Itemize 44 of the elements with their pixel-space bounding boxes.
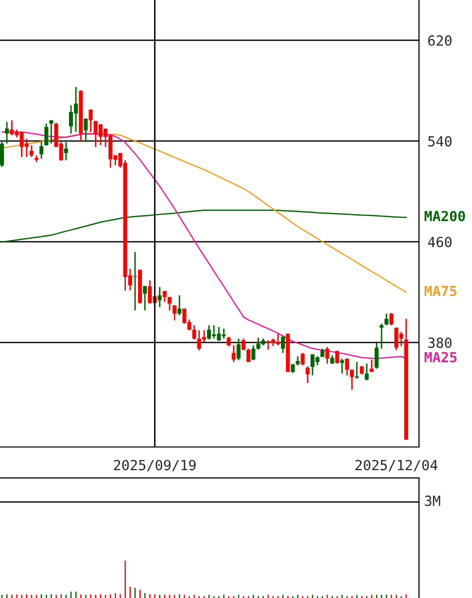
candlestick <box>172 304 176 322</box>
x-tick-label: 2025/09/19 <box>114 460 196 472</box>
series-label: MA25 <box>424 352 457 362</box>
candlestick <box>370 358 374 373</box>
candlestick <box>389 312 394 326</box>
candlestick <box>168 296 172 312</box>
candlestick <box>226 336 231 347</box>
line-series <box>1 210 407 243</box>
series-label: MA200 <box>424 210 465 222</box>
candlestick <box>350 368 354 390</box>
candlestick <box>236 338 241 361</box>
y-tick-label: 460 <box>428 236 452 248</box>
y-tick-label: 620 <box>428 35 452 46</box>
candlestick <box>374 342 379 370</box>
candlestick <box>325 346 330 364</box>
candlestick <box>280 334 285 354</box>
candlestick <box>142 285 147 312</box>
candlestick <box>306 366 310 384</box>
candlestick <box>177 294 182 316</box>
candlestick <box>30 144 34 158</box>
candlestick <box>4 121 9 144</box>
candlestick <box>39 141 44 160</box>
candlestick <box>0 141 4 168</box>
candlestick <box>44 122 48 146</box>
candlestick <box>158 286 162 308</box>
x-tick-label: 2025/12/04 <box>356 460 438 472</box>
series-label: MA75 <box>424 286 457 296</box>
candlestick <box>251 344 256 361</box>
candlestick <box>384 312 388 326</box>
y-tick-label: 540 <box>428 136 452 147</box>
candlestick <box>345 358 349 376</box>
ref-line-label: 3M <box>424 496 440 506</box>
candlestick <box>232 344 236 363</box>
candlestick <box>64 141 68 161</box>
y-tick-label: 380 <box>428 338 452 348</box>
candlestick <box>340 358 344 374</box>
candlestick <box>300 352 305 366</box>
candlestick <box>246 348 250 363</box>
candlestick <box>88 108 93 133</box>
candlestick <box>84 118 88 143</box>
candlestick <box>335 350 340 364</box>
candlestick <box>242 338 246 351</box>
candlestick <box>192 324 196 340</box>
candlestick <box>380 322 384 350</box>
